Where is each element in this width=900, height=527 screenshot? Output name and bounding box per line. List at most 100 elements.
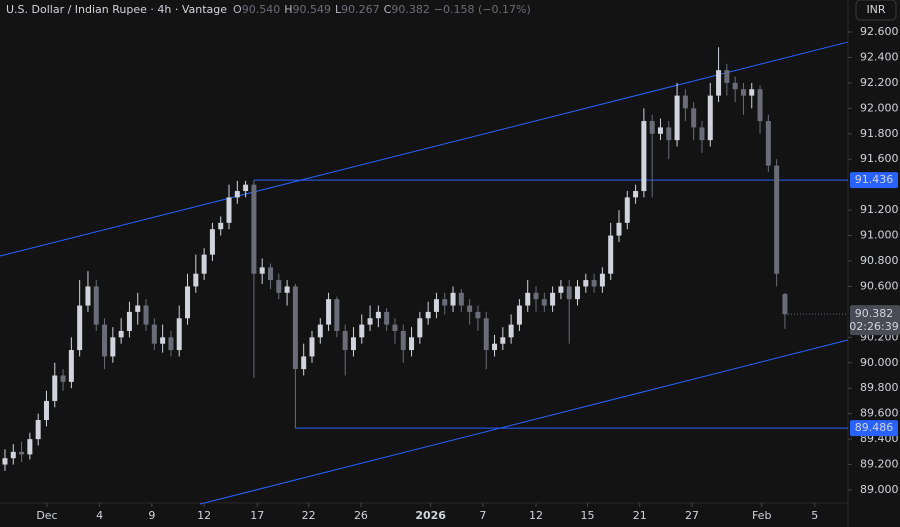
candle-body bbox=[334, 299, 340, 331]
x-tick-label: 7 bbox=[479, 509, 486, 522]
candle-body bbox=[774, 165, 780, 274]
x-tick-label: 27 bbox=[685, 509, 699, 522]
candle-body bbox=[674, 95, 680, 141]
candle-body bbox=[160, 337, 166, 344]
candle-body bbox=[575, 286, 581, 300]
y-tick-label: 90.600 bbox=[860, 279, 899, 292]
candle-body bbox=[732, 82, 738, 90]
candle-body bbox=[583, 280, 589, 287]
candle-body bbox=[666, 127, 672, 141]
ohlc-key: H bbox=[284, 3, 292, 16]
axes: 89.00089.20089.40089.60089.80090.00090.2… bbox=[36, 25, 900, 522]
candle-body bbox=[716, 70, 722, 96]
candle-body bbox=[367, 318, 373, 325]
level-label-box bbox=[850, 172, 898, 189]
candle-body bbox=[375, 311, 381, 319]
symbol-title: U.S. Dollar / Indian Rupee · 4h · Vantag… bbox=[6, 3, 227, 16]
candle-body bbox=[392, 324, 398, 331]
candle-body bbox=[301, 356, 307, 370]
candle-body bbox=[682, 95, 688, 109]
y-tick-label: 91.000 bbox=[860, 229, 899, 242]
candle-body bbox=[475, 311, 481, 319]
candle-body bbox=[93, 286, 99, 325]
x-tick-label: 2026 bbox=[415, 509, 446, 522]
candle-body bbox=[616, 222, 622, 236]
candle-body bbox=[624, 197, 630, 223]
trend-line bbox=[199, 339, 849, 505]
y-tick-label: 92.600 bbox=[860, 25, 899, 38]
candle-body bbox=[326, 299, 332, 325]
y-tick-label: 92.000 bbox=[860, 101, 899, 114]
candle-body bbox=[740, 89, 746, 96]
candle-body bbox=[425, 311, 431, 319]
candle-body bbox=[516, 305, 522, 325]
candle-body bbox=[110, 337, 116, 357]
candle-body bbox=[724, 70, 730, 83]
candle-body bbox=[259, 267, 265, 274]
candle-body bbox=[135, 305, 141, 312]
candle-body bbox=[649, 121, 655, 134]
x-tick-label: 12 bbox=[197, 509, 211, 522]
y-tick-label: 92.400 bbox=[860, 50, 899, 63]
header: U.S. Dollar / Indian Rupee · 4h · Vantag… bbox=[6, 3, 531, 16]
y-tick-label: 91.800 bbox=[860, 127, 899, 140]
candle-body bbox=[608, 235, 614, 274]
candle-body bbox=[342, 330, 348, 351]
candle-body bbox=[309, 337, 315, 357]
candle-body bbox=[384, 311, 390, 325]
y-tick-label: 91.600 bbox=[860, 152, 899, 165]
candle-body bbox=[641, 121, 647, 192]
candle-body bbox=[201, 254, 207, 274]
x-tick-label: 22 bbox=[302, 509, 316, 522]
x-tick-label: 17 bbox=[250, 509, 264, 522]
last-price-label: 90.382 bbox=[855, 307, 894, 320]
candle-body bbox=[2, 458, 8, 465]
y-tick-label: 89.200 bbox=[860, 458, 899, 471]
change: −0.158 (−0.17%) bbox=[434, 3, 531, 16]
candle-body bbox=[267, 267, 273, 281]
currency[interactable]: INR bbox=[866, 3, 885, 16]
candle-body bbox=[409, 337, 415, 351]
candle-body bbox=[35, 420, 41, 440]
y-tick-label: 89.800 bbox=[860, 381, 899, 394]
candle-body bbox=[541, 299, 547, 306]
candle-body bbox=[68, 350, 74, 382]
candle-body bbox=[417, 318, 423, 338]
x-tick-label: 5 bbox=[811, 509, 818, 522]
candle-body bbox=[243, 184, 249, 192]
candle-body bbox=[707, 95, 713, 141]
candle-body bbox=[757, 89, 763, 122]
ohlc-value: 90.267 bbox=[341, 3, 380, 16]
candle-body bbox=[450, 292, 456, 306]
candle-body bbox=[400, 330, 406, 351]
candle-body bbox=[467, 305, 473, 312]
x-tick-label: 12 bbox=[529, 509, 543, 522]
candle-body bbox=[591, 280, 597, 287]
currency-box[interactable] bbox=[855, 0, 897, 21]
candle-body bbox=[749, 89, 755, 96]
candle-body bbox=[276, 280, 282, 293]
y-tick-label: 89.600 bbox=[860, 407, 899, 420]
candle-body bbox=[558, 286, 564, 293]
candle-body bbox=[27, 439, 33, 455]
candle-body bbox=[143, 305, 149, 325]
ohlc-key: L bbox=[335, 3, 342, 16]
ohlc-key: C bbox=[384, 3, 392, 16]
candle-body bbox=[151, 324, 157, 344]
x-tick-label: 21 bbox=[633, 509, 647, 522]
candle-body bbox=[359, 324, 365, 338]
x-tick-label: 26 bbox=[354, 509, 368, 522]
candle-body bbox=[185, 286, 191, 319]
candle-body bbox=[633, 191, 639, 198]
ohlc-key: O bbox=[233, 3, 242, 16]
x-tick-label: 4 bbox=[96, 509, 103, 522]
trend-line bbox=[0, 41, 849, 257]
candle-body bbox=[350, 337, 356, 351]
candle-body bbox=[168, 337, 174, 351]
plot bbox=[0, 41, 849, 505]
candle-body bbox=[550, 292, 556, 306]
candle-body bbox=[765, 121, 771, 166]
candle-body bbox=[234, 191, 240, 198]
candle-body bbox=[193, 273, 199, 287]
